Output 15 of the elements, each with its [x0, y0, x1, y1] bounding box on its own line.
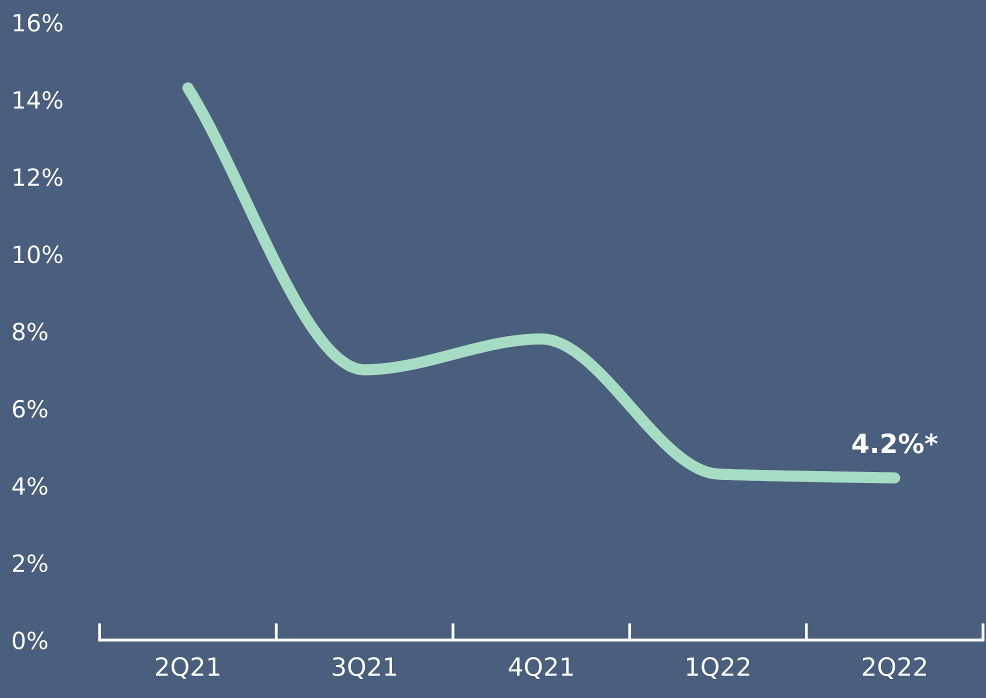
- x-tick-label: 3Q21: [332, 657, 396, 679]
- x-tick-label: 2Q21: [156, 657, 220, 679]
- y-tick-label: 4%: [12, 477, 48, 495]
- y-tick-label: 8%: [12, 322, 48, 341]
- y-tick-label: 16%: [14, 14, 62, 32]
- y-tick-label: 2%: [12, 554, 48, 572]
- y-tick-label: 14%: [14, 91, 62, 109]
- x-tick-label: 4Q21: [508, 657, 573, 679]
- x-tick-label: 1Q22: [687, 657, 750, 679]
- data-label: 4.2%*: [852, 433, 938, 454]
- y-tick-label: 10%: [14, 245, 62, 264]
- y-tick-label: 0%: [12, 632, 48, 650]
- x-tick-label: 2Q22: [862, 657, 926, 679]
- y-tick-label: 12%: [14, 168, 62, 186]
- y-tick-label: 6%: [12, 400, 48, 418]
